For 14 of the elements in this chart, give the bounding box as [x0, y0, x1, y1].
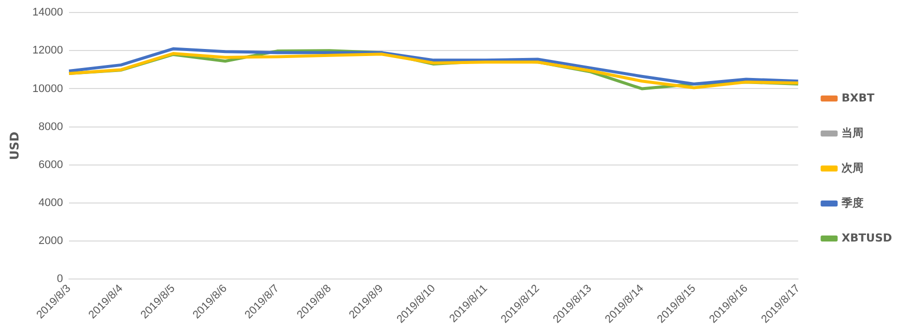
legend-label: XBTUSD [842, 231, 892, 244]
y-tick-label: 6000 [38, 158, 63, 171]
y-tick-label: 2000 [38, 235, 63, 248]
y-tick-label: 12000 [32, 44, 63, 57]
legend-label: 次周 [842, 161, 864, 174]
y-tick-label: 8000 [38, 120, 63, 133]
y-tick-label: 4000 [38, 196, 63, 209]
y-tick-label: 0 [56, 273, 63, 286]
y-axis-title: USD [7, 132, 22, 160]
legend-label: BXBT [842, 91, 875, 104]
legend-label: 季度 [840, 196, 864, 210]
legend-label: 当周 [842, 126, 864, 140]
y-tick-label: 14000 [32, 6, 63, 19]
y-tick-label: 10000 [32, 82, 63, 95]
